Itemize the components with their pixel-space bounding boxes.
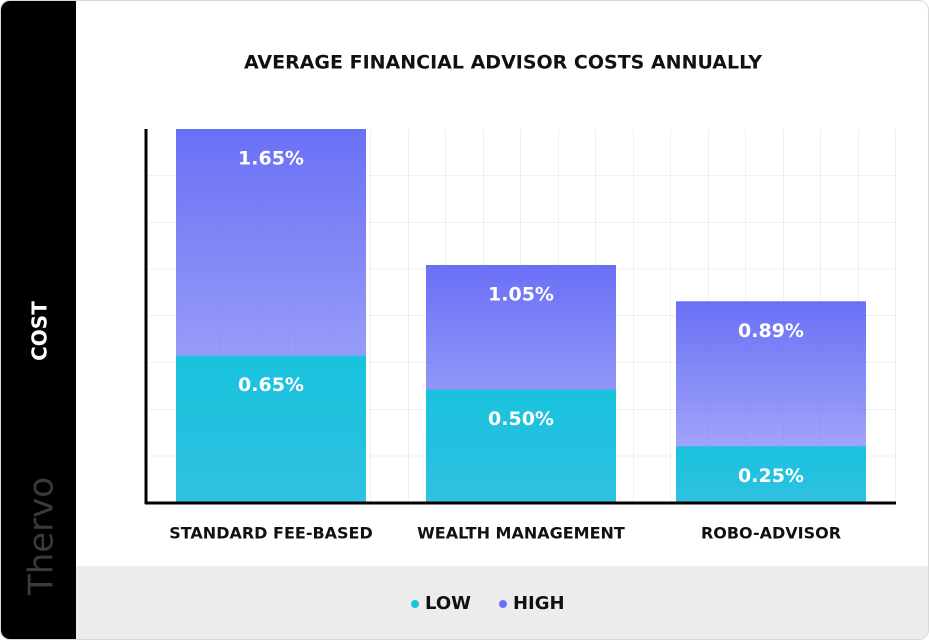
bar xyxy=(176,355,366,503)
x-tick-label: ROBO-ADVISOR xyxy=(701,524,841,543)
value-label: 1.05% xyxy=(488,284,554,306)
bar xyxy=(426,389,616,503)
legend-dot xyxy=(411,600,419,608)
chart-title: AVERAGE FINANCIAL ADVISOR COSTS ANNUALLY xyxy=(244,52,762,74)
legend-dot xyxy=(498,600,507,608)
x-tick-label: STANDARD FEE-BASED xyxy=(169,524,373,543)
bar xyxy=(676,446,866,503)
side-strip xyxy=(1,1,76,639)
legend-label: HIGH xyxy=(513,593,565,614)
value-label: 0.65% xyxy=(238,374,304,396)
value-label: 0.25% xyxy=(738,465,804,487)
x-tick-label: WEALTH MANAGEMENT xyxy=(417,524,625,543)
y-axis-label: COST xyxy=(28,301,52,361)
value-label: 1.65% xyxy=(238,148,304,170)
legend-label: LOW xyxy=(425,593,471,614)
value-label: 0.50% xyxy=(488,408,554,430)
value-label: 0.89% xyxy=(738,320,804,342)
brand: Thervo xyxy=(22,477,62,596)
